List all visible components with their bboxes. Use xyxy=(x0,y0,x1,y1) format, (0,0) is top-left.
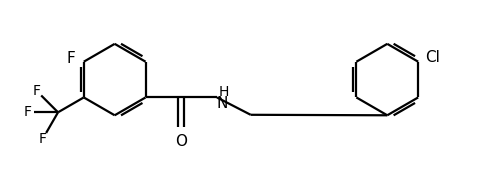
Text: F: F xyxy=(33,84,41,98)
Text: F: F xyxy=(66,51,75,66)
Text: F: F xyxy=(39,132,47,145)
Text: Cl: Cl xyxy=(425,50,440,65)
Text: F: F xyxy=(24,105,32,119)
Text: N: N xyxy=(217,96,228,111)
Text: H: H xyxy=(219,85,229,99)
Text: O: O xyxy=(175,134,187,149)
